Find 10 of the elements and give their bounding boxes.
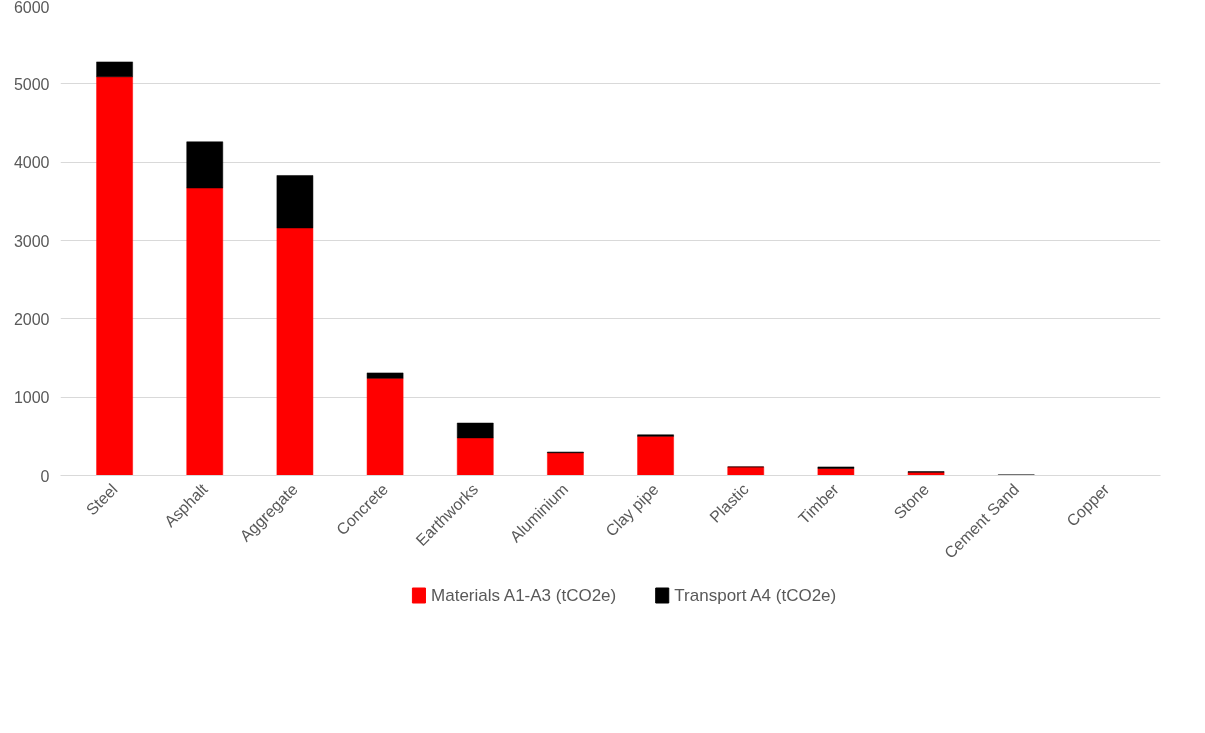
y-tick-label: 0 [40,467,50,485]
y-tick-label: 5000 [13,75,50,93]
y-tick-label: 4000 [13,154,50,172]
legend-label: Transport A4 (tCO2e) [674,586,837,605]
legend-label: Materials A1-A3 (tCO2e) [431,586,617,605]
y-tick-label: 2000 [13,310,50,328]
y-tick-label: 3000 [13,232,50,250]
y-tick-label: 1000 [13,389,50,407]
x-tick-label: Clay pipe [602,480,662,540]
y-tick-label: 6000 [13,0,50,16]
